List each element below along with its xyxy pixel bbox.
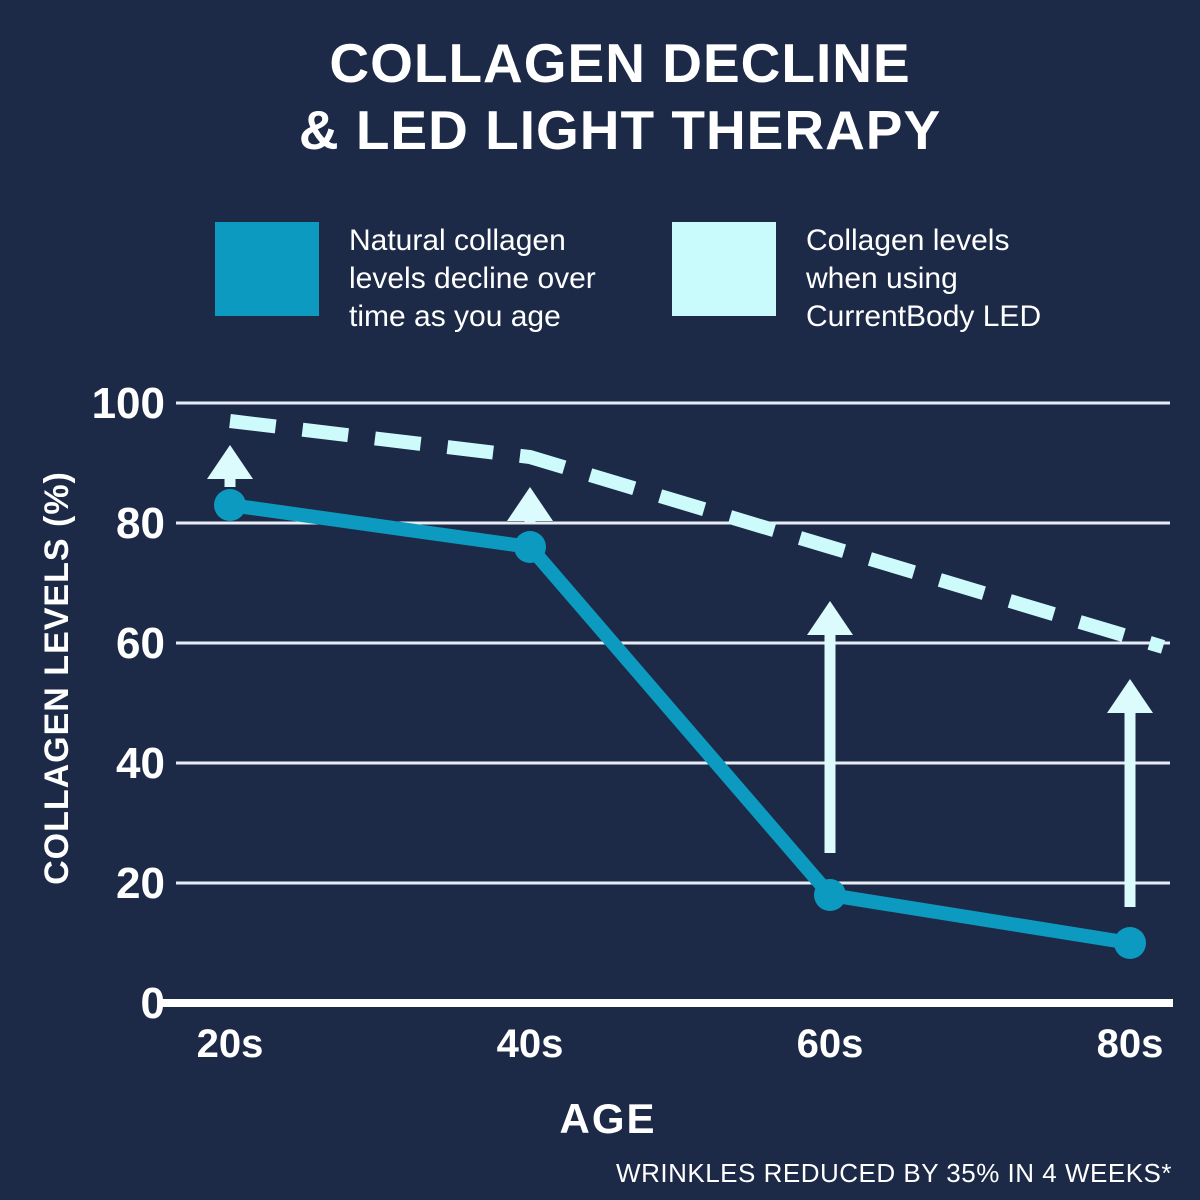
x-tick-60s: 60s (797, 1022, 864, 1066)
legend-swatch-natural (215, 222, 319, 316)
chart-title-line2: & LED LIGHT THERAPY (298, 99, 942, 162)
y-tick-60: 60 (116, 619, 165, 668)
y-tick-100: 100 (92, 379, 165, 428)
data-point-40s (514, 531, 546, 563)
boost-arrow-40s (507, 487, 553, 523)
x-tick-80s: 80s (1097, 1022, 1164, 1066)
data-point-20s (214, 489, 246, 521)
boost-arrow-20s (207, 445, 253, 487)
x-tick-40s: 40s (497, 1022, 564, 1066)
legend-label-led: Collagen levels when using CurrentBody L… (806, 224, 1042, 333)
legend-label-natural: Natural collagen levels decline over tim… (349, 224, 596, 333)
y-tick-0: 0 (141, 979, 165, 1028)
y-tick-20: 20 (116, 859, 165, 908)
legend-swatch-led (672, 222, 776, 316)
data-point-80s (1114, 927, 1146, 959)
y-tick-80: 80 (116, 499, 165, 548)
chart-title-line1: COLLAGEN DECLINE (329, 32, 911, 94)
boost-arrow-60s (807, 601, 853, 853)
chart-title: COLLAGEN DECLINE & LED LIGHT THERAPY (30, 30, 1200, 164)
x-axis-title: AGE (559, 1095, 657, 1142)
natural-collagen-line (223, 498, 1137, 950)
data-point-60s (814, 879, 846, 911)
y-tick-40: 40 (116, 739, 165, 788)
legend-item-led: Collagen levels when using CurrentBody L… (672, 222, 1046, 335)
boost-arrow-80s (1107, 679, 1153, 907)
y-axis-title: COLLAGEN LEVELS (%) (38, 471, 76, 885)
legend-item-natural: Natural collagen levels decline over tim… (215, 222, 614, 335)
footnote: WRINKLES REDUCED BY 35% IN 4 WEEKS* (616, 1158, 1172, 1188)
x-tick-20s: 20s (197, 1022, 264, 1066)
led-therapy-line (229, 414, 1166, 654)
